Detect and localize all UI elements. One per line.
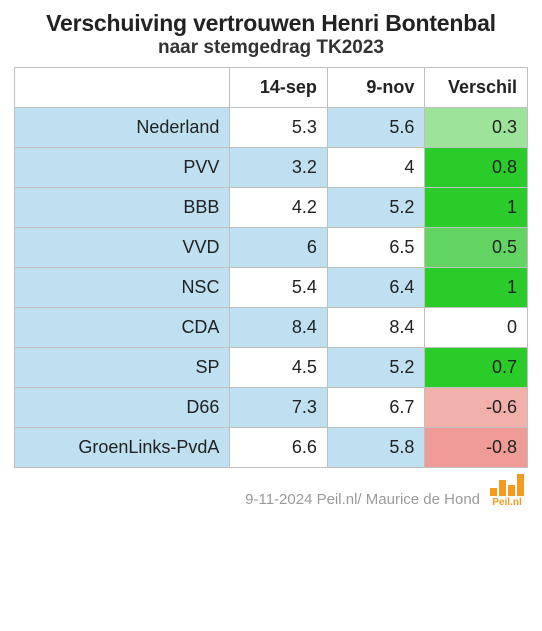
cell-diff: 0.8 <box>425 148 528 188</box>
row-label: BBB <box>15 188 230 228</box>
cell-sep: 4.5 <box>230 348 327 388</box>
cell-sep: 7.3 <box>230 388 327 428</box>
table-row: D667.36.7-0.6 <box>15 388 528 428</box>
cell-sep: 5.3 <box>230 108 327 148</box>
table-row: BBB4.25.21 <box>15 188 528 228</box>
row-label: D66 <box>15 388 230 428</box>
cell-nov: 6.7 <box>327 388 424 428</box>
peil-logo: Peil.nl <box>490 474 524 508</box>
table-card: Verschuiving vertrouwen Henri Bontenbal … <box>0 0 542 514</box>
cell-diff: -0.8 <box>425 428 528 468</box>
table-row: Nederland5.35.60.3 <box>15 108 528 148</box>
cell-nov: 6.5 <box>327 228 424 268</box>
row-label: Nederland <box>15 108 230 148</box>
cell-sep: 4.2 <box>230 188 327 228</box>
table-row: SP4.55.20.7 <box>15 348 528 388</box>
cell-nov: 8.4 <box>327 308 424 348</box>
row-label: GroenLinks-PvdA <box>15 428 230 468</box>
cell-diff: 1 <box>425 268 528 308</box>
cell-nov: 5.6 <box>327 108 424 148</box>
row-label: NSC <box>15 268 230 308</box>
col-header-diff: Verschil <box>425 68 528 108</box>
row-label: VVD <box>15 228 230 268</box>
col-header-nov: 9-nov <box>327 68 424 108</box>
cell-diff: 0.3 <box>425 108 528 148</box>
col-header-sep: 14-sep <box>230 68 327 108</box>
table-row: NSC5.46.41 <box>15 268 528 308</box>
cell-diff: 0.7 <box>425 348 528 388</box>
cell-diff: 0 <box>425 308 528 348</box>
cell-nov: 5.2 <box>327 348 424 388</box>
table-row: VVD66.50.5 <box>15 228 528 268</box>
cell-diff: 0.5 <box>425 228 528 268</box>
cell-nov: 4 <box>327 148 424 188</box>
cell-sep: 8.4 <box>230 308 327 348</box>
page-title: Verschuiving vertrouwen Henri Bontenbal <box>14 10 528 37</box>
cell-nov: 5.2 <box>327 188 424 228</box>
credit-text: 9-11-2024 Peil.nl/ Maurice de Hond <box>245 491 480 508</box>
cell-nov: 6.4 <box>327 268 424 308</box>
header-row: 14-sep 9-nov Verschil <box>15 68 528 108</box>
page-subtitle: naar stemgedrag TK2023 <box>14 37 528 59</box>
cell-sep: 5.4 <box>230 268 327 308</box>
col-header-empty <box>15 68 230 108</box>
cell-sep: 3.2 <box>230 148 327 188</box>
logo-text: Peil.nl <box>492 497 521 508</box>
cell-sep: 6 <box>230 228 327 268</box>
table-row: GroenLinks-PvdA6.65.8-0.8 <box>15 428 528 468</box>
row-label: SP <box>15 348 230 388</box>
row-label: CDA <box>15 308 230 348</box>
table-row: PVV3.240.8 <box>15 148 528 188</box>
logo-bars-icon <box>490 474 524 496</box>
table-row: CDA8.48.40 <box>15 308 528 348</box>
row-label: PVV <box>15 148 230 188</box>
cell-sep: 6.6 <box>230 428 327 468</box>
data-table: 14-sep 9-nov Verschil Nederland5.35.60.3… <box>14 67 528 468</box>
cell-diff: 1 <box>425 188 528 228</box>
cell-diff: -0.6 <box>425 388 528 428</box>
footer: 9-11-2024 Peil.nl/ Maurice de Hond Peil.… <box>14 474 528 508</box>
cell-nov: 5.8 <box>327 428 424 468</box>
